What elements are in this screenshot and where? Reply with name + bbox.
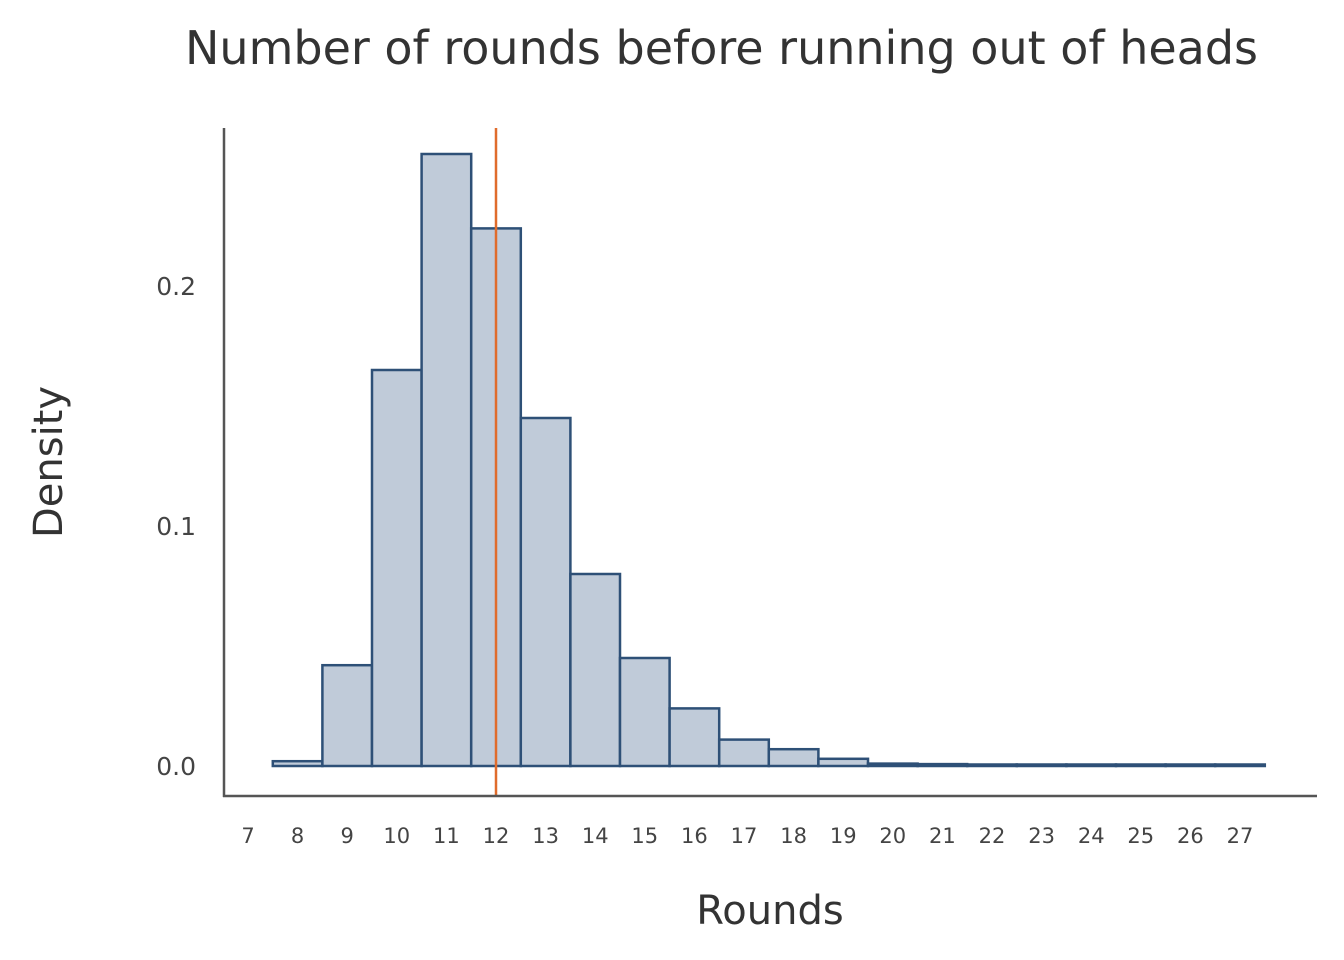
x-tick-label: 25 — [1127, 824, 1154, 848]
x-tick-label: 14 — [582, 824, 609, 848]
y-tick-label: 0.2 — [156, 272, 196, 301]
x-tick-label: 11 — [433, 824, 460, 848]
x-tick-labels: 7 8 9 10 11 12 13 14 15 16 17 18 19 20 21 22 23 24 25 26 27 — [241, 824, 1253, 848]
histogram-bar — [817, 757, 870, 768]
histogram-bar — [370, 368, 423, 768]
histogram-bar — [569, 572, 622, 768]
x-tick-label: 15 — [631, 824, 658, 848]
x-axis-title: Rounds — [696, 888, 843, 934]
x-tick-label: 18 — [780, 824, 807, 848]
histogram-bar — [717, 738, 771, 768]
x-tick-label: 10 — [383, 824, 410, 848]
x-tick-label: 8 — [291, 824, 304, 848]
x-tick-label: 20 — [879, 824, 906, 848]
histogram-bar — [1065, 763, 1118, 768]
axes-group — [222, 128, 1317, 798]
x-tick-label: 9 — [341, 824, 354, 848]
histogram-bar — [916, 762, 969, 768]
histogram-bar — [965, 763, 1019, 768]
histogram-bar — [866, 762, 919, 768]
histogram-bar — [321, 663, 374, 768]
x-tick-label: 19 — [830, 824, 857, 848]
histogram-bar — [618, 656, 671, 768]
y-tick-label: 0.0 — [156, 752, 196, 781]
y-axis-title: Density — [26, 386, 72, 538]
x-tick-label: 16 — [681, 824, 708, 848]
histogram-bar — [668, 707, 721, 768]
bars-group — [271, 152, 1267, 768]
x-tick-label: 13 — [532, 824, 559, 848]
histogram-bar — [767, 747, 820, 768]
histogram-bar — [1114, 763, 1167, 768]
histogram-bar — [1164, 763, 1217, 768]
histogram-bar — [271, 759, 324, 768]
x-tick-label: 22 — [979, 824, 1006, 848]
y-tick-label: 0.1 — [156, 512, 196, 541]
y-tick-labels: 0.0 0.1 0.2 — [156, 272, 196, 781]
x-tick-label: 27 — [1227, 824, 1254, 848]
x-tick-label: 21 — [929, 824, 956, 848]
x-tick-label: 24 — [1078, 824, 1105, 848]
histogram-bar — [1213, 763, 1267, 768]
x-tick-label: 17 — [731, 824, 758, 848]
histogram-bar — [519, 416, 572, 768]
x-tick-label: 23 — [1028, 824, 1055, 848]
chart-title: Number of rounds before running out of h… — [185, 21, 1258, 75]
x-tick-label: 26 — [1177, 824, 1204, 848]
x-tick-label: 12 — [483, 824, 510, 848]
histogram-bar — [1015, 763, 1068, 768]
histogram-bar — [420, 152, 473, 768]
x-tick-label: 7 — [241, 824, 254, 848]
